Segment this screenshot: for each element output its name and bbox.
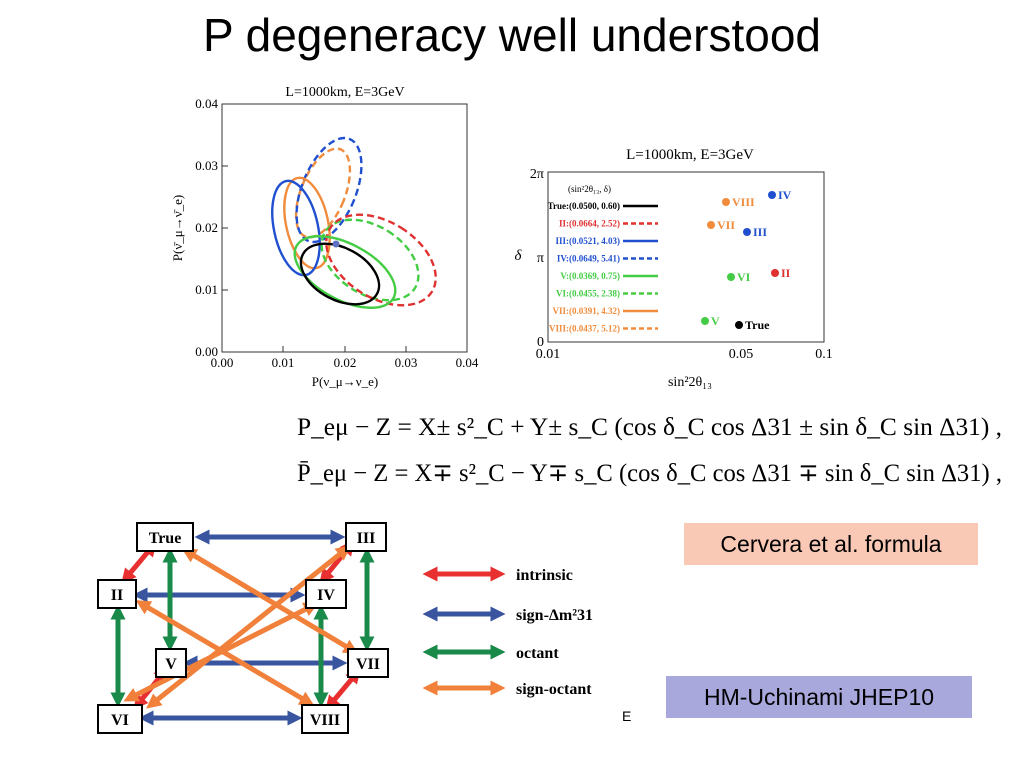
plot1-frame xyxy=(221,103,468,353)
node-v: V xyxy=(165,656,177,673)
plot1-title: L=1000km, E=3GeV xyxy=(285,85,404,100)
point-label: VII xyxy=(717,218,735,232)
plot2-xlabel: sin²2θ₁₃ xyxy=(668,375,712,390)
plot2-frame xyxy=(547,171,825,343)
plot1-y-ticks: 0.00 0.01 0.02 0.03 0.04 xyxy=(195,96,218,359)
parameter-space-plot: L=1000km, E=3GeV 2π π 0 δ 0.01 0.05 0.1 … xyxy=(515,147,833,390)
plot1-ytick: 0.03 xyxy=(195,158,218,173)
ellipse-vi xyxy=(320,218,420,302)
node-viii-box xyxy=(301,704,349,734)
diagram-nodes: True III II IV V VII VI VIII xyxy=(97,522,389,734)
plot1-true-point xyxy=(332,240,340,248)
plot1-ylabel: P(ν̄_μ→ν̄_e) xyxy=(170,195,185,261)
point-label: True xyxy=(745,318,770,332)
node-vi: VI xyxy=(111,712,129,729)
node-true-box xyxy=(136,522,194,552)
node-ii-box xyxy=(97,579,137,609)
plot1-ellipses xyxy=(271,136,437,309)
point-ii xyxy=(771,269,779,277)
point-vii xyxy=(707,221,715,229)
plot1-tick-marks xyxy=(222,165,407,352)
diagram-arrows xyxy=(110,529,375,726)
node-vii-box xyxy=(347,648,389,678)
point-label: II xyxy=(781,266,791,280)
point-label: IV xyxy=(778,188,792,202)
plot2-legend: (sin²2θ₁₃, δ) True:(0.0500, 0.60) II:(0.0… xyxy=(548,184,658,334)
node-ii: II xyxy=(111,587,123,604)
legend-entry: IV:(0.0649, 5.41) xyxy=(557,254,620,264)
degeneracy-diagram: True III II IV V VII VI VIII intrinsic s… xyxy=(97,522,593,734)
legend-entry: III:(0.0521, 4.03) xyxy=(556,236,621,246)
legend-intrinsic: intrinsic xyxy=(516,567,573,584)
point-label: V xyxy=(711,314,720,328)
node-true: True xyxy=(149,530,182,547)
ellipse-true xyxy=(299,242,381,306)
ellipse-v xyxy=(293,235,397,309)
diagram-legend: intrinsic sign-Δm²31 octant sign-octant xyxy=(422,566,593,698)
point-true xyxy=(735,321,743,329)
equation-line-1: P_eμ − Z = X± s²_C + Y± s_C (cos δ_C cos… xyxy=(297,414,1002,441)
legend-sign-dm2: sign-Δm²31 xyxy=(516,607,593,624)
plot2-ytick: 2π xyxy=(530,167,544,182)
legend-sign-octant: sign-octant xyxy=(516,681,592,698)
point-label: VI xyxy=(737,270,751,284)
slide-title: P degeneracy well understood xyxy=(202,9,821,61)
plot1-xtick: 0.04 xyxy=(456,355,479,370)
point-label: III xyxy=(753,225,767,239)
point-iii xyxy=(743,228,751,236)
plot1-ytick: 0.01 xyxy=(195,282,218,297)
hm-uchinami-label: HM-Uchinami JHEP10 xyxy=(666,676,972,718)
probability-ellipse-plot: L=1000km, E=3GeV 0.00 0.01 0.02 0.03 0.0… xyxy=(170,85,479,389)
cervera-formula-label: Cervera et al. formula xyxy=(684,523,978,565)
plot1-xtick: 0.00 xyxy=(211,355,234,370)
plot2-ytick: π xyxy=(537,251,544,266)
plot2-title: L=1000km, E=3GeV xyxy=(626,147,754,163)
point-vi xyxy=(727,273,735,281)
node-iii-box xyxy=(345,522,387,552)
node-v-box xyxy=(155,648,187,678)
plot1-xtick: 0.03 xyxy=(395,355,418,370)
plot2-xtick: 0.1 xyxy=(815,347,833,362)
equation-line-2: P̄_eμ − Z = X∓ s²_C − Y∓ s_C (cos δ_C co… xyxy=(297,460,1002,487)
legend-header: (sin²2θ₁₃, δ) xyxy=(568,184,611,194)
plot1-xtick: 0.01 xyxy=(272,355,295,370)
point-label: VIII xyxy=(732,195,755,209)
legend-entry: VII:(0.0391, 4.32) xyxy=(553,306,621,316)
node-viii: VIII xyxy=(310,712,340,729)
plot2-xtick: 0.01 xyxy=(536,347,561,362)
legend-entry: VIII:(0.0437, 5.12) xyxy=(549,324,620,334)
point-viii xyxy=(722,198,730,206)
node-vii: VII xyxy=(356,656,380,673)
ellipse-ii xyxy=(325,213,437,307)
legend-entry: VI:(0.0455, 2.38) xyxy=(556,289,620,299)
cervera-equations: P_eμ − Z = X± s²_C + Y± s_C (cos δ_C cos… xyxy=(297,414,1002,487)
node-vi-box xyxy=(97,704,143,734)
plot1-ytick: 0.02 xyxy=(195,220,218,235)
plot1-ytick: 0.04 xyxy=(195,96,218,111)
plot1-ytick: 0.00 xyxy=(195,344,218,359)
legend-entry: True:(0.0500, 0.60) xyxy=(548,201,620,211)
plot2-ytick: 0 xyxy=(537,335,544,350)
plot1-x-ticks: 0.00 0.01 0.02 0.03 0.04 xyxy=(211,355,479,370)
ellipse-iii xyxy=(271,179,321,277)
ellipse-vii xyxy=(283,176,331,270)
node-iv-box xyxy=(305,579,347,609)
legend-entry: II:(0.0664, 2.52) xyxy=(559,219,620,229)
plot2-ylabel: δ xyxy=(515,248,523,264)
plot1-xtick: 0.02 xyxy=(334,355,357,370)
point-v xyxy=(701,317,709,325)
plot2-xtick: 0.05 xyxy=(729,347,754,362)
legend-octant: octant xyxy=(516,645,559,662)
node-iii: III xyxy=(357,530,376,547)
footer-mark: E xyxy=(622,708,632,724)
legend-entry: V:(0.0369, 0.75) xyxy=(560,271,620,281)
plot1-xlabel: P(ν_μ→ν_e) xyxy=(312,374,378,389)
node-iv: IV xyxy=(317,587,335,604)
point-iv xyxy=(768,191,776,199)
